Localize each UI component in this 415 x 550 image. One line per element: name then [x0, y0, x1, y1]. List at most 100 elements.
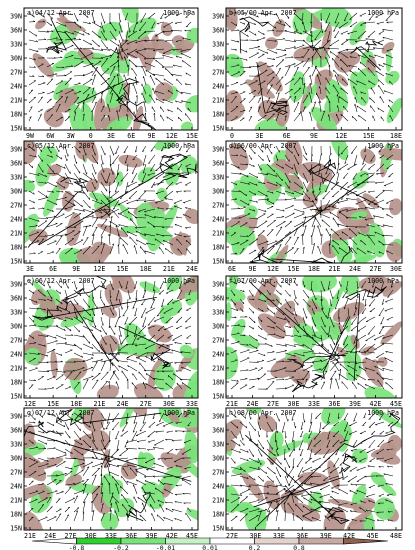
- lon-tick-label: 45E: [390, 400, 402, 408]
- lat-tick-label: 39N: [212, 280, 224, 288]
- panel-frame: [23, 275, 199, 399]
- coastline: [32, 295, 157, 321]
- coastline: [55, 409, 162, 426]
- lat-tick-label: 21N: [212, 96, 224, 104]
- lat-tick-label: 30N: [10, 187, 22, 195]
- lat-tick-label: 15N: [212, 257, 224, 265]
- lon-tick-label: 33E: [186, 400, 198, 408]
- lat-tick-label: 18N: [10, 243, 22, 251]
- map-panel: f)07/00 Apr. 2007 1000 hPa 39N 36N 33N 30N 27N…: [212, 275, 403, 408]
- coastline: [24, 420, 192, 482]
- lon-tick-label: 33E: [308, 400, 320, 408]
- lon-tick-label: 42E: [370, 400, 382, 408]
- lat-tick-label: 30N: [212, 322, 224, 330]
- lat-tick-label: 33N: [10, 40, 22, 48]
- lon-tick-label: 36E: [329, 400, 341, 408]
- pressure-level: 1000 hPa: [163, 142, 195, 150]
- coastline: [350, 40, 384, 71]
- divergence-field: [226, 141, 402, 263]
- lon-tick-label: 36E: [296, 532, 308, 540]
- divergence-field: [24, 408, 198, 530]
- coastline: [27, 177, 89, 248]
- divergence-field: [24, 8, 198, 130]
- divergence-field: [226, 8, 402, 130]
- panel-title: d)06/00 Apr. 2007: [229, 142, 297, 150]
- lon-tick-label: 12E: [335, 132, 347, 140]
- lat-tick-label: 36N: [10, 426, 22, 434]
- lon-tick-label: 27E: [140, 400, 152, 408]
- lon-tick-label: 6W: [46, 132, 54, 140]
- coastline: [307, 158, 378, 206]
- lat-tick-label: 27N: [10, 68, 22, 76]
- lon-tick-label: 3E: [107, 132, 115, 140]
- lon-tick-label: 18E: [70, 400, 82, 408]
- divergence-field: [226, 276, 402, 398]
- lon-tick-label: 39E: [349, 400, 361, 408]
- lat-tick-label: 33N: [212, 173, 224, 181]
- lat-tick-label: 18N: [212, 378, 224, 386]
- coastline: [253, 453, 358, 508]
- panel-title: h)08/00 Apr. 2007: [229, 409, 297, 417]
- lon-tick-label: 30E: [288, 400, 300, 408]
- lon-tick-label: 15E: [186, 132, 198, 140]
- map-panel: e)06/12 Apr. 2007 1000 hPa 39N 36N 33N 30N 27N…: [10, 275, 199, 408]
- lat-tick-label: 33N: [212, 40, 224, 48]
- map-panel: d)06/00 Apr. 2007 1000 hPa 39N 36N 33N 30N 27N…: [212, 140, 403, 273]
- lat-tick-label: 18N: [10, 378, 22, 386]
- coastline: [251, 283, 346, 369]
- lon-tick-label: 21E: [163, 265, 175, 273]
- lat-tick-label: 18N: [212, 243, 224, 251]
- lat-tick-label: 15N: [10, 392, 22, 400]
- lat-tick-label: 27N: [212, 336, 224, 344]
- lon-tick-label: 27E: [65, 532, 77, 540]
- lat-tick-label: 27N: [10, 201, 22, 209]
- map-panel: a)04/12 Apr. 2007 1000 hPa 39N 36N 33N 30N 27N…: [10, 7, 199, 140]
- lon-tick-label: 33E: [273, 532, 285, 540]
- lon-tick-label: 12E: [166, 132, 178, 140]
- lon-tick-label: 24E: [349, 265, 361, 273]
- pressure-level: 1000 hPa: [367, 409, 399, 417]
- lat-tick-label: 21N: [10, 496, 22, 504]
- lat-tick-label: 39N: [10, 145, 22, 153]
- lon-tick-label: 27E: [226, 532, 238, 540]
- colorbar-label: 0.01: [202, 544, 218, 550]
- lat-tick-label: 30N: [212, 454, 224, 462]
- lat-tick-label: 21N: [10, 364, 22, 372]
- lat-tick-label: 21N: [212, 229, 224, 237]
- lat-tick-label: 39N: [10, 280, 22, 288]
- lat-tick-label: 15N: [10, 524, 22, 532]
- pressure-level: 1000 hPa: [367, 142, 399, 150]
- lon-tick-label: 21E: [329, 265, 341, 273]
- lat-tick-label: 30N: [10, 322, 22, 330]
- colorbar: -0.8 -0.2 -0.01 0.01 0.2 0.8: [31, 537, 389, 550]
- map-panel: g)07/12 Apr. 2007 1000 hPa 39N 36N 33N 30N 27N…: [10, 407, 199, 540]
- colorbar-label: 0.2: [249, 544, 261, 550]
- lat-tick-label: 36N: [10, 294, 22, 302]
- colorbar-segment: [298, 537, 344, 545]
- lon-tick-label: 9W: [26, 132, 34, 140]
- lat-tick-label: 30N: [10, 454, 22, 462]
- lat-tick-label: 30N: [10, 54, 22, 62]
- lon-tick-label: 15E: [363, 132, 375, 140]
- lon-tick-label: 24E: [186, 265, 198, 273]
- lat-tick-label: 24N: [212, 215, 224, 223]
- lat-tick-label: 27N: [212, 201, 224, 209]
- lon-tick-label: 6E: [283, 132, 291, 140]
- lat-tick-label: 27N: [212, 68, 224, 76]
- coastline: [125, 491, 151, 522]
- lat-tick-label: 15N: [212, 392, 224, 400]
- lon-tick-label: 30E: [163, 400, 175, 408]
- lat-tick-label: 33N: [212, 440, 224, 448]
- divergence-field: [226, 408, 402, 530]
- lat-tick-label: 36N: [212, 159, 224, 167]
- lon-tick-label: 24E: [247, 400, 259, 408]
- lon-tick-label: 42E: [166, 532, 178, 540]
- lon-tick-label: 24E: [117, 400, 129, 408]
- lat-tick-label: 27N: [10, 336, 22, 344]
- lat-tick-label: 24N: [212, 482, 224, 490]
- lat-tick-label: 27N: [10, 468, 22, 476]
- lat-tick-label: 15N: [212, 524, 224, 532]
- colorbar-label: -0.8: [69, 544, 85, 550]
- lon-tick-label: 6E: [127, 132, 135, 140]
- lat-tick-label: 27N: [212, 468, 224, 476]
